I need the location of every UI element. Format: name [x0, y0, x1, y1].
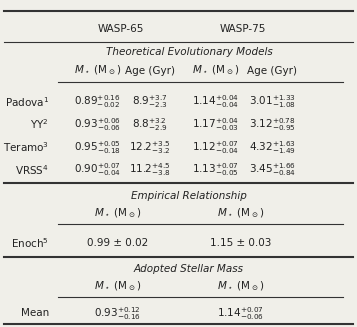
Text: 11.2$^{+4.5}_{-3.8}$: 11.2$^{+4.5}_{-3.8}$	[129, 162, 171, 178]
Text: Adopted Stellar Mass: Adopted Stellar Mass	[134, 264, 244, 274]
Text: Teramo$^3$: Teramo$^3$	[3, 140, 49, 154]
Text: 1.12$^{+0.07}_{-0.04}$: 1.12$^{+0.07}_{-0.04}$	[192, 139, 239, 156]
Text: 12.2$^{+3.5}_{-3.2}$: 12.2$^{+3.5}_{-3.2}$	[129, 139, 171, 156]
Text: 8.9$^{+3.7}_{-2.3}$: 8.9$^{+3.7}_{-2.3}$	[132, 93, 168, 110]
Text: $M_\star$ (M$_\odot$): $M_\star$ (M$_\odot$)	[74, 64, 121, 77]
Text: 1.14$^{+0.04}_{-0.04}$: 1.14$^{+0.04}_{-0.04}$	[192, 93, 239, 110]
Text: 0.89$^{+0.16}_{-0.02}$: 0.89$^{+0.16}_{-0.02}$	[74, 93, 121, 110]
Text: $M_\star$ (M$_\odot$): $M_\star$ (M$_\odot$)	[94, 206, 141, 220]
Text: Theoretical Evolutionary Models: Theoretical Evolutionary Models	[106, 47, 272, 57]
Text: Age (Gyr): Age (Gyr)	[247, 66, 297, 76]
Text: 0.99 ± 0.02: 0.99 ± 0.02	[87, 238, 148, 248]
Text: 3.12$^{+0.78}_{-0.95}$: 3.12$^{+0.78}_{-0.95}$	[249, 116, 296, 133]
Text: 1.13$^{+0.07}_{-0.05}$: 1.13$^{+0.07}_{-0.05}$	[192, 162, 239, 178]
Text: Padova$^1$: Padova$^1$	[5, 95, 49, 109]
Text: YY$^2$: YY$^2$	[30, 117, 49, 131]
Text: Age (Gyr): Age (Gyr)	[125, 66, 175, 76]
Text: 1.14$^{+0.07}_{-0.06}$: 1.14$^{+0.07}_{-0.06}$	[217, 305, 264, 322]
Text: 3.01$^{+1.33}_{-1.08}$: 3.01$^{+1.33}_{-1.08}$	[249, 93, 296, 110]
Text: $M_\star$ (M$_\odot$): $M_\star$ (M$_\odot$)	[217, 279, 265, 293]
Text: WASP-75: WASP-75	[220, 24, 266, 34]
Text: 1.15 ± 0.03: 1.15 ± 0.03	[210, 238, 271, 248]
Text: Mean: Mean	[21, 308, 49, 318]
Text: Empirical Relationship: Empirical Relationship	[131, 191, 247, 200]
Text: $M_\star$ (M$_\odot$): $M_\star$ (M$_\odot$)	[217, 206, 265, 220]
Text: 4.32$^{+1.63}_{-1.49}$: 4.32$^{+1.63}_{-1.49}$	[249, 139, 296, 156]
Text: Enoch$^5$: Enoch$^5$	[11, 236, 49, 250]
Text: VRSS$^4$: VRSS$^4$	[15, 163, 49, 177]
Text: 0.93$^{+0.06}_{-0.06}$: 0.93$^{+0.06}_{-0.06}$	[74, 116, 121, 133]
Text: $M_\star$ (M$_\odot$): $M_\star$ (M$_\odot$)	[192, 64, 239, 77]
Text: 3.45$^{+1.66}_{-0.84}$: 3.45$^{+1.66}_{-0.84}$	[249, 162, 296, 178]
Text: 0.93$^{+0.12}_{-0.16}$: 0.93$^{+0.12}_{-0.16}$	[94, 305, 141, 322]
Text: 1.17$^{+0.04}_{-0.03}$: 1.17$^{+0.04}_{-0.03}$	[192, 116, 239, 133]
Text: WASP-65: WASP-65	[97, 24, 144, 34]
Text: 0.90$^{+0.07}_{-0.04}$: 0.90$^{+0.07}_{-0.04}$	[74, 162, 121, 178]
Text: $M_\star$ (M$_\odot$): $M_\star$ (M$_\odot$)	[94, 279, 141, 293]
Text: 0.95$^{+0.05}_{-0.18}$: 0.95$^{+0.05}_{-0.18}$	[74, 139, 121, 156]
Text: 8.8$^{+3.2}_{-2.9}$: 8.8$^{+3.2}_{-2.9}$	[132, 116, 167, 133]
